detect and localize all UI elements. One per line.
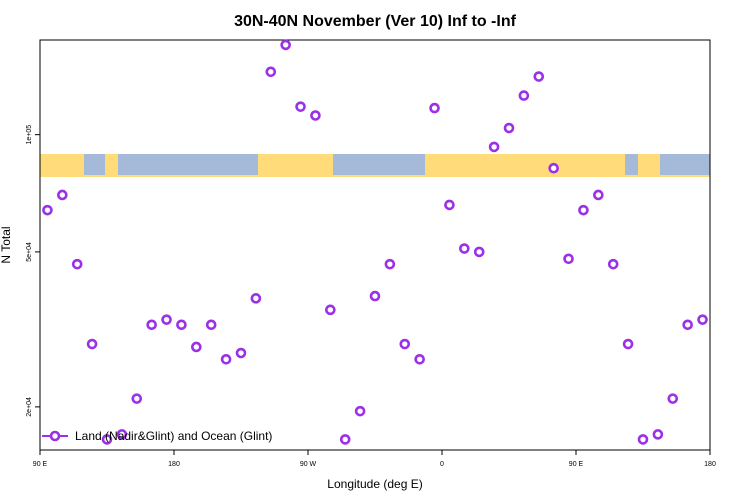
data-point [146, 319, 157, 331]
x-tick-label: 0 [440, 461, 444, 468]
data-point [578, 204, 589, 216]
legend: Land (Nadir&Glint) and Ocean (Glint) [42, 429, 272, 443]
y-axis-label: N Total [0, 226, 13, 263]
data-point [652, 429, 664, 440]
x-axis-label: Longitude (deg E) [327, 477, 422, 491]
data-point [176, 319, 187, 331]
data-point [473, 246, 485, 258]
data-point [399, 338, 411, 350]
world-map-strip [40, 154, 710, 177]
data-point [622, 338, 634, 350]
data-point [295, 101, 306, 112]
x-tick-label: 180 [704, 461, 716, 468]
data-point [503, 122, 515, 134]
data-point [563, 253, 574, 265]
data-point [354, 405, 366, 417]
data-point [265, 66, 277, 78]
data-point [414, 353, 425, 365]
polar-land [40, 175, 710, 177]
data-point [593, 189, 604, 201]
data-point [161, 314, 172, 325]
data-point [250, 293, 262, 304]
x-axis: 90 E 180 90 W 0 90 E 180 [33, 450, 716, 468]
land-mass [258, 154, 333, 177]
legend-label: Land (Nadir&Glint) and Ocean (Glint) [75, 429, 272, 443]
data-point [429, 102, 440, 114]
chart-title: 30N-40N November (Ver 10) Inf to -Inf [234, 13, 517, 30]
x-tick-label: 90 W [300, 461, 317, 468]
data-point [459, 243, 470, 254]
data-point [116, 429, 128, 440]
data-point [667, 393, 679, 404]
data-point [71, 258, 83, 270]
land-mass [638, 154, 660, 177]
data-point [57, 189, 68, 201]
data-points [42, 39, 708, 445]
data-point [533, 71, 545, 82]
data-point [131, 393, 143, 404]
x-tick-label: 180 [168, 461, 180, 468]
data-point [42, 204, 53, 216]
data-point [191, 341, 202, 353]
land-mass [40, 154, 84, 177]
data-point [548, 162, 559, 174]
y-tick-label: 2e+04 [26, 397, 33, 417]
data-point [607, 258, 619, 270]
x-tick-label: 90 E [33, 461, 48, 468]
data-point [339, 434, 351, 445]
data-point [682, 319, 693, 331]
data-point [220, 353, 232, 365]
y-tick-label: 5e+04 [26, 242, 33, 262]
data-point [384, 258, 396, 270]
x-tick-label: 90 E [569, 461, 584, 468]
data-point [369, 290, 381, 302]
land-mass [425, 154, 625, 177]
data-point [325, 304, 336, 316]
data-point [205, 319, 217, 331]
data-point [86, 338, 98, 350]
y-axis: 2e+04 5e+04 1e+05 [26, 125, 40, 417]
plot-frame [39, 39, 711, 451]
data-point [235, 347, 247, 359]
data-point [101, 434, 113, 445]
data-point [488, 141, 500, 153]
data-point [280, 39, 291, 51]
data-point [444, 199, 455, 211]
data-point [310, 110, 321, 121]
data-point [637, 434, 649, 445]
y-tick-label: 1e+05 [26, 125, 33, 145]
data-point [518, 90, 530, 101]
land-mass [105, 154, 118, 177]
data-point [697, 314, 708, 325]
legend-marker-icon [49, 430, 61, 442]
